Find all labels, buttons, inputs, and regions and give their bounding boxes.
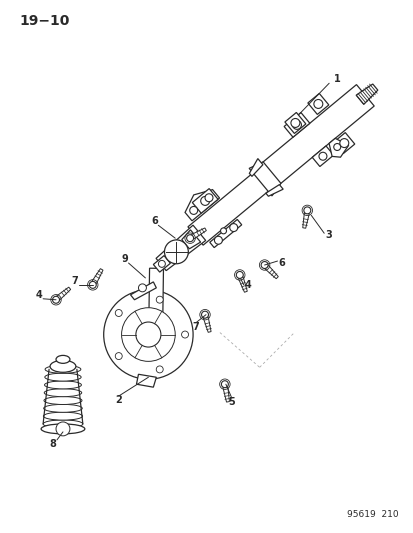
Text: 2: 2 [115,395,122,405]
Ellipse shape [43,412,82,420]
Circle shape [313,100,322,108]
Circle shape [56,422,70,436]
Circle shape [339,139,348,148]
Ellipse shape [45,381,81,389]
Circle shape [220,228,226,234]
Polygon shape [311,146,333,166]
Text: 6: 6 [278,258,284,268]
Text: 9: 9 [121,254,128,264]
Circle shape [138,284,146,292]
Ellipse shape [50,360,76,372]
Circle shape [156,366,163,373]
Circle shape [214,236,222,244]
Text: 1: 1 [333,74,339,84]
Polygon shape [355,84,377,104]
Polygon shape [307,93,328,115]
Text: 19−10: 19−10 [19,14,69,28]
Circle shape [261,262,268,269]
Polygon shape [185,190,219,221]
Text: 95619  210: 95619 210 [346,510,398,519]
Ellipse shape [44,397,82,405]
Polygon shape [57,287,71,300]
Circle shape [103,290,192,379]
Polygon shape [249,162,280,196]
Polygon shape [136,374,156,387]
Circle shape [164,240,188,264]
Polygon shape [283,112,309,137]
Polygon shape [156,225,205,271]
Text: 7: 7 [192,321,199,332]
Circle shape [290,118,299,127]
Polygon shape [148,268,163,354]
Polygon shape [284,112,305,133]
Polygon shape [191,228,206,239]
Text: 4: 4 [36,290,43,300]
Circle shape [200,197,209,205]
Circle shape [115,310,122,317]
Circle shape [221,381,228,387]
Text: 8: 8 [50,439,56,449]
Polygon shape [209,220,241,248]
Circle shape [89,281,96,288]
Polygon shape [249,159,262,176]
Circle shape [189,206,197,214]
Circle shape [115,353,122,360]
Circle shape [135,322,161,347]
Polygon shape [181,230,200,249]
Circle shape [52,296,59,303]
Circle shape [236,271,243,278]
Polygon shape [203,317,211,333]
Polygon shape [130,282,156,300]
Circle shape [303,207,310,214]
Polygon shape [188,170,271,245]
Polygon shape [238,277,247,292]
Polygon shape [92,269,103,284]
Circle shape [201,311,208,318]
Polygon shape [328,139,348,157]
Text: 3: 3 [325,230,332,240]
Polygon shape [223,387,229,402]
Circle shape [229,224,237,231]
Text: 5: 5 [228,397,235,407]
Circle shape [121,308,175,361]
Ellipse shape [56,356,70,364]
Polygon shape [192,189,218,213]
Ellipse shape [45,373,81,381]
Polygon shape [255,85,373,190]
Circle shape [156,296,163,303]
Text: 7: 7 [71,276,78,286]
Polygon shape [264,265,278,279]
Polygon shape [153,256,170,272]
Ellipse shape [41,424,85,434]
Circle shape [181,331,188,338]
Polygon shape [333,133,354,154]
Text: 6: 6 [151,216,157,227]
Ellipse shape [43,420,83,428]
Circle shape [318,152,326,160]
Circle shape [292,120,301,130]
Ellipse shape [45,365,81,373]
Circle shape [158,261,165,268]
Ellipse shape [44,389,81,397]
Circle shape [204,194,212,201]
Ellipse shape [43,405,82,413]
Polygon shape [302,213,309,228]
Circle shape [186,235,193,241]
Circle shape [333,143,340,150]
Text: 4: 4 [244,280,251,290]
Polygon shape [265,184,282,196]
